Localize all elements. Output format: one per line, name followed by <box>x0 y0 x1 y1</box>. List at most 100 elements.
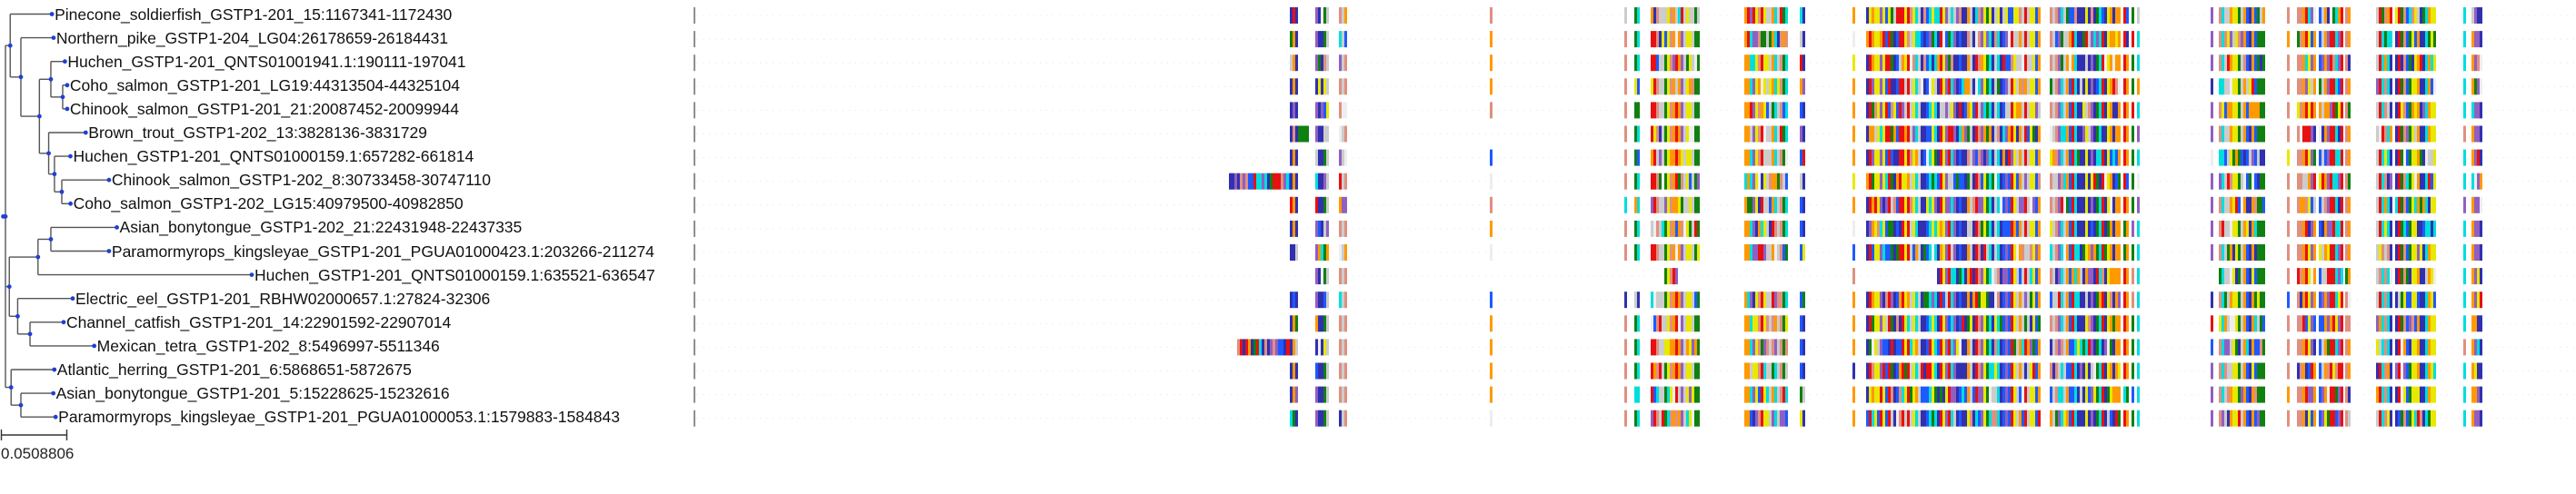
tip-label[interactable]: Atlantic_herring_GSTP1-201_6:5868651-587… <box>56 361 412 379</box>
alignment-cell <box>1755 410 1758 427</box>
alignment-cell <box>2348 339 2351 356</box>
tip-label[interactable]: Huchen_GSTP1-201_QNTS01000159.1:657282-6… <box>73 147 474 166</box>
alignment-row[interactable] <box>694 125 2576 143</box>
alignment-cell <box>1994 362 1997 380</box>
alignment-cell <box>2409 291 2411 309</box>
alignment-cell <box>1910 125 1912 143</box>
alignment-cell <box>2335 291 2338 309</box>
tip-label[interactable]: Pinecone_soldierfish_GSTP1-201_15:116734… <box>55 5 453 24</box>
alignment-row[interactable] <box>694 220 2576 237</box>
alignment-cell <box>2050 244 2052 261</box>
alignment-cell <box>1667 244 1670 261</box>
alignment-cell <box>2013 54 2016 72</box>
alignment-cell <box>1637 78 1640 95</box>
alignment-cell <box>2246 410 2249 427</box>
tip-label[interactable]: Coho_salmon_GSTP1-201_LG19:44313504-4432… <box>69 75 460 94</box>
alignment-cell <box>1772 362 1774 380</box>
alignment-cell <box>1318 244 1321 261</box>
alignment-row[interactable] <box>694 410 2576 427</box>
alignment-cell <box>2379 220 2381 237</box>
alignment-row[interactable] <box>694 315 2576 332</box>
alignment-cell <box>1997 386 2000 403</box>
internal-node <box>18 402 24 408</box>
alignment-cell <box>1888 102 1891 119</box>
alignment-row[interactable] <box>694 362 2576 380</box>
alignment-row[interactable] <box>694 149 2576 166</box>
alignment-cell <box>1992 386 1994 403</box>
tip-label[interactable]: Coho_salmon_GSTP1-202_LG15:40979500-4098… <box>73 194 464 213</box>
alignment-cell <box>2118 149 2121 166</box>
alignment-cell <box>2246 244 2249 261</box>
tip-label[interactable]: Electric_eel_GSTP1-201_RBHW02000657.1:27… <box>75 289 491 308</box>
alignment-cell <box>2287 149 2290 166</box>
alignment-cell <box>2422 78 2425 95</box>
alignment-cell <box>1750 7 1752 24</box>
tip-label[interactable]: Asian_bonytongue_GSTP1-202_21:22431948-2… <box>119 218 523 237</box>
alignment-cell <box>2257 315 2260 332</box>
alignment-cell <box>1490 31 1493 48</box>
alignment-row[interactable] <box>694 54 2576 72</box>
alignment-cell <box>2102 268 2104 285</box>
alignment-cell <box>1761 31 1763 48</box>
alignment-row[interactable] <box>694 173 2576 190</box>
alignment-cell <box>2072 78 2074 95</box>
alignment-cell <box>1994 291 1997 309</box>
alignment-row[interactable] <box>694 291 2576 309</box>
alignment-cell <box>1342 54 1344 72</box>
tip-label[interactable]: Huchen_GSTP1-201_QNTS01000159.1:635521-6… <box>254 265 655 284</box>
tip-label[interactable]: Mexican_tetra_GSTP1-202_8:5496997-551134… <box>96 336 440 355</box>
alignment-cell <box>2398 244 2401 261</box>
alignment-row[interactable] <box>694 386 2576 403</box>
tip-label[interactable]: Asian_bonytongue_GSTP1-201_5:15228625-15… <box>55 384 450 403</box>
alignment-row[interactable] <box>694 78 2576 95</box>
tip-label[interactable]: Paramormyrops_kingsleyae_GSTP1-201_PGUA0… <box>58 408 620 427</box>
alignment-cell <box>2227 54 2230 72</box>
alignment-cell <box>1975 54 1978 72</box>
alignment-cell <box>2132 315 2134 332</box>
alignment-cell <box>2327 125 2330 143</box>
tip-label[interactable]: Channel_catfish_GSTP1-201_14:22901592-22… <box>65 312 452 331</box>
alignment-cell <box>1780 173 1782 190</box>
alignment-cell <box>2069 291 2072 309</box>
alignment-cell <box>1318 315 1321 332</box>
alignment-cell <box>2000 7 2002 24</box>
alignment-cell <box>2335 339 2338 356</box>
alignment-cell <box>2052 125 2055 143</box>
alignment-cell <box>2300 173 2302 190</box>
alignment-cell <box>2300 268 2302 285</box>
alignment-cell <box>2403 268 2406 285</box>
alignment-cell <box>1697 173 1700 190</box>
alignment-cell <box>1893 410 1896 427</box>
alignment-row[interactable] <box>694 268 2576 285</box>
alignment-cell <box>2332 31 2335 48</box>
alignment-cell <box>1750 149 1752 166</box>
alignment-row[interactable] <box>694 339 2576 356</box>
alignment-cell <box>1915 31 1918 48</box>
alignment-cell <box>1634 244 1637 261</box>
alignment-cell <box>1934 339 1937 356</box>
alignment-cell <box>2137 149 2140 166</box>
alignment-cell <box>2013 268 2016 285</box>
alignment-row[interactable] <box>694 7 2576 24</box>
tip-label[interactable]: Chinook_salmon_GSTP1-202_8:30733458-3074… <box>111 171 491 190</box>
alignment-cell <box>2088 125 2091 143</box>
tip-label[interactable]: Paramormyrops_kingsleyae_GSTP1-201_PGUA0… <box>111 242 654 261</box>
alignment-cell <box>2235 78 2238 95</box>
alignment-cell <box>2313 291 2316 309</box>
alignment-cell <box>1774 173 1777 190</box>
alignment-cell <box>2027 339 2030 356</box>
alignment-row[interactable] <box>694 31 2576 48</box>
tip-label[interactable]: Huchen_GSTP1-201_QNTS01001941.1:190111-1… <box>67 52 466 71</box>
alignment-row[interactable] <box>694 244 2576 261</box>
tip-label[interactable]: Chinook_salmon_GSTP1-201_21:20087452-200… <box>69 99 460 118</box>
alignment-row[interactable] <box>694 196 2576 213</box>
tip-label[interactable]: Northern_pike_GSTP1-204_LG04:26178659-26… <box>55 28 448 47</box>
alignment-cell <box>2027 7 2030 24</box>
tip-label[interactable]: Brown_trout_GSTP1-202_13:3828136-3831729 <box>88 124 427 142</box>
alignment-cell <box>1899 125 1902 143</box>
alignment-cell <box>2019 410 2022 427</box>
alignment-cell <box>2297 268 2300 285</box>
alignment-cell <box>2224 196 2227 213</box>
alignment-row[interactable] <box>694 102 2576 119</box>
